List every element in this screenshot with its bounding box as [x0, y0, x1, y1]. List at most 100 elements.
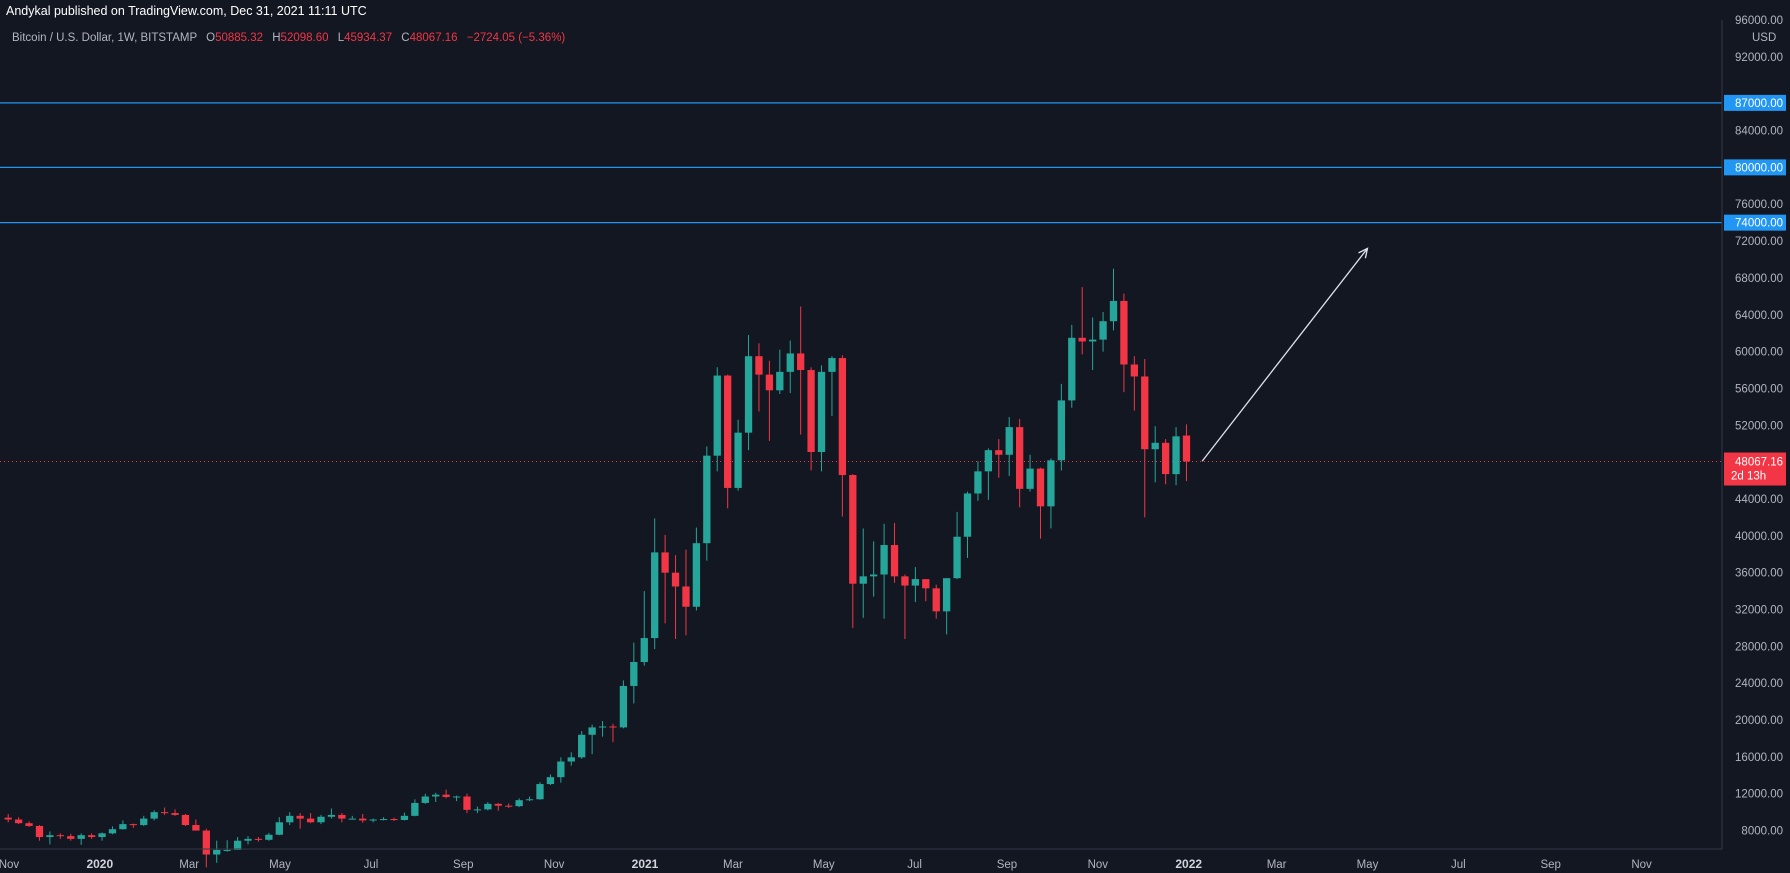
candle-body [640, 638, 648, 663]
y-tick-label: 16000.00 [1735, 752, 1783, 764]
last-price-tag-bg [1724, 452, 1786, 486]
candle-body [838, 358, 847, 476]
price-axis[interactable]: 8000.00 12000.00 16000.00 20000.00 24000.00 2… [1735, 15, 1783, 838]
candle-body [119, 824, 127, 830]
candle-body [67, 836, 75, 839]
candle-body [140, 818, 148, 826]
candle-body [317, 816, 325, 823]
candle [192, 819, 200, 831]
candle-body [1151, 442, 1159, 450]
legend-high: 52098.60 [280, 32, 329, 44]
candle [150, 810, 158, 821]
currency-label: USD [1752, 32, 1776, 44]
candle-body [1172, 436, 1180, 475]
candle-body [254, 838, 263, 840]
candle [369, 818, 377, 823]
legend-open-label: O [206, 32, 216, 44]
candle [171, 809, 179, 816]
candle-body [1130, 364, 1138, 377]
y-tick-label: 36000.00 [1735, 568, 1783, 580]
candle-body [932, 588, 940, 612]
candle [14, 817, 23, 825]
candle-body [1068, 337, 1076, 401]
candle-body [46, 835, 54, 838]
candle-body [567, 757, 575, 762]
price-tag-bg [1724, 94, 1786, 111]
candle-body [880, 545, 888, 575]
candle-body [1109, 300, 1118, 322]
candle [484, 802, 492, 811]
candle-body [4, 817, 12, 820]
candle [859, 528, 867, 618]
candle-body [515, 800, 523, 807]
candle [974, 461, 982, 501]
candle-body [56, 835, 64, 837]
candle [233, 837, 242, 850]
x-tick-label: Nov [1631, 859, 1652, 871]
arrow-line [1201, 248, 1368, 462]
candle-body [379, 819, 388, 821]
legend-close: 48067.16 [409, 32, 458, 44]
candle [213, 840, 221, 863]
candle-body [181, 814, 190, 826]
candle-body [1182, 435, 1191, 462]
projection-arrow[interactable] [1201, 247, 1369, 462]
candle [473, 806, 482, 814]
candle-body [192, 825, 200, 831]
candle-body [275, 822, 283, 835]
candle-body [828, 358, 836, 372]
candle [890, 522, 899, 583]
x-tick-label: Jul [907, 859, 922, 871]
candle-body [525, 799, 534, 801]
legend: Bitcoin / U.S. Dollar, 1W, BITSTAMP O508… [12, 32, 565, 44]
price-tags: 87000.00 80000.00 74000.00 48067.16 2d 13h [1724, 94, 1786, 486]
y-tick-label: 56000.00 [1735, 383, 1783, 395]
candle [995, 439, 1003, 478]
last-price-countdown: 2d 13h [1731, 471, 1766, 483]
candle [692, 527, 701, 611]
candle [651, 518, 659, 650]
time-axis[interactable]: Nov 2020 Mar May Jul Sep Nov 2021 Mar May Jul Sep No… [0, 857, 1652, 871]
candle [494, 802, 502, 811]
candle [1036, 467, 1045, 539]
price-tag-bg [1724, 159, 1786, 176]
candle [984, 448, 993, 500]
candle [546, 774, 555, 785]
candle-body [1078, 337, 1086, 342]
candle [160, 807, 169, 815]
candle [411, 799, 419, 817]
candle-body [338, 814, 346, 819]
candle [588, 724, 596, 755]
candle-body [77, 835, 85, 839]
candle-body [807, 370, 815, 453]
candle [765, 360, 774, 441]
candle-body [473, 809, 482, 811]
candle-body [1005, 427, 1013, 455]
candle-body [160, 812, 169, 814]
x-tick-label: Nov [0, 859, 19, 871]
candle-body [129, 824, 137, 826]
candle-body [817, 371, 826, 453]
candle [452, 795, 461, 802]
candle [379, 817, 388, 821]
candle-body [557, 761, 565, 778]
candle-body [494, 803, 502, 806]
candle-body [1026, 468, 1034, 489]
legend-low: 45934.37 [344, 32, 393, 44]
candle-body [943, 578, 951, 612]
candle [838, 355, 847, 517]
horizontal-lines[interactable] [0, 102, 1722, 224]
price-tag-87000: 87000.00 [1724, 94, 1786, 111]
price-tag-label: 80000.00 [1735, 162, 1783, 174]
x-tick-label: 2020 [86, 857, 113, 871]
candle [327, 808, 336, 819]
x-tick-label: Nov [1088, 859, 1109, 871]
candle [776, 349, 784, 394]
candle-body [671, 572, 680, 587]
candle [286, 812, 294, 826]
candle-body [286, 815, 294, 823]
candle [536, 782, 544, 800]
y-tick-label: 40000.00 [1735, 531, 1783, 543]
candle-body [1088, 339, 1097, 342]
